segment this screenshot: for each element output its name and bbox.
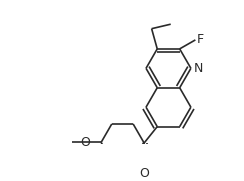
Text: O: O	[139, 167, 149, 180]
Text: N: N	[193, 62, 203, 75]
Text: O: O	[81, 136, 90, 149]
Text: F: F	[197, 33, 204, 46]
